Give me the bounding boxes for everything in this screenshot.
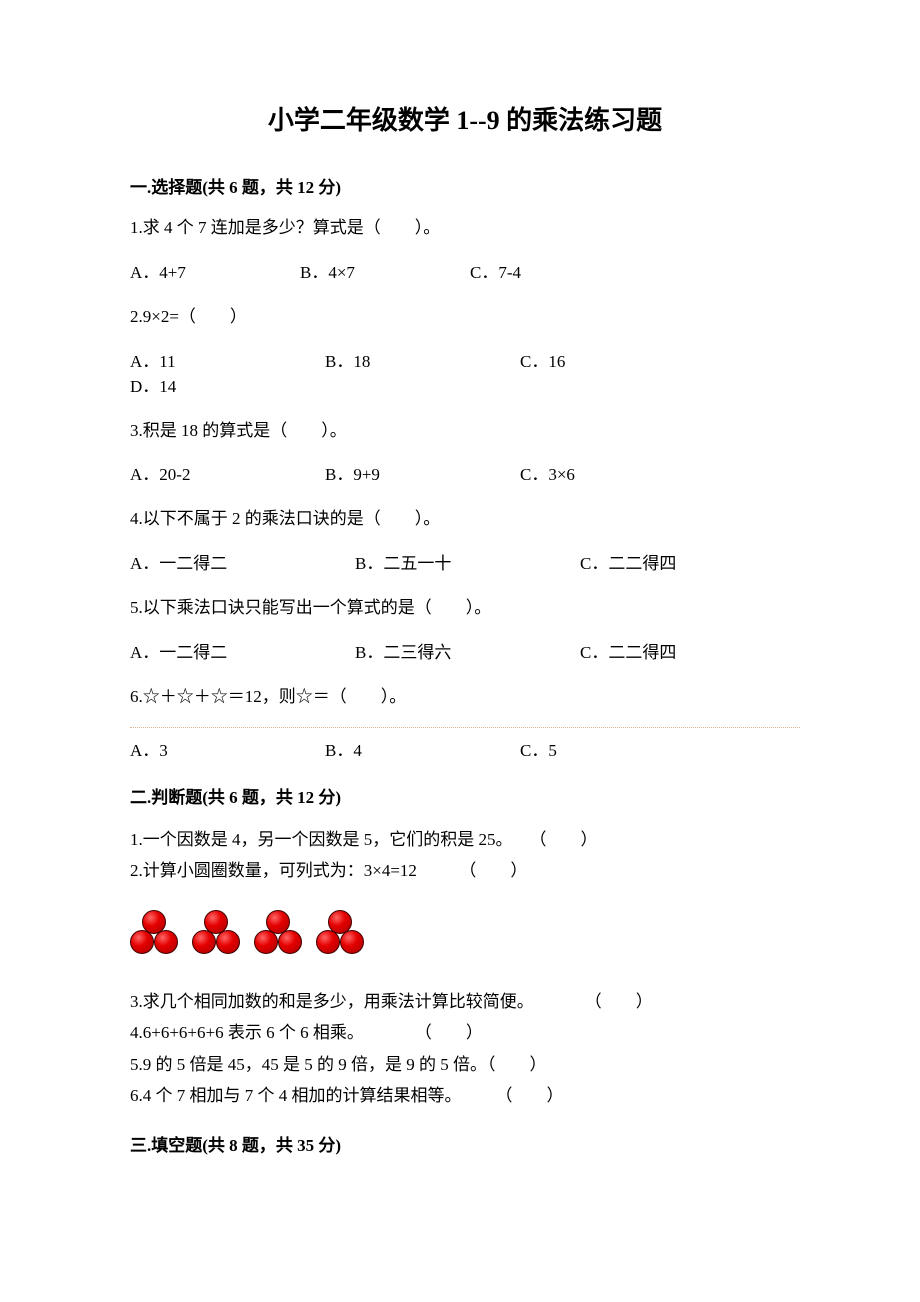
q5-opt-b: B．二三得六 [355, 638, 580, 663]
q1-text: 1.求 4 个 7 连加是多少？算式是（ ）。 [130, 216, 800, 240]
q2-opt-c: C．16 [520, 347, 715, 372]
q6-options: A．3 B．4 C．5 [130, 736, 800, 761]
q3-options: A．20-2 B．9+9 C．3×6 [130, 460, 800, 485]
circle-group [316, 910, 362, 954]
q6-opt-c: C．5 [520, 736, 715, 761]
section-3-header: 三.填空题(共 8 题，共 35 分) [130, 1131, 800, 1156]
tf-4: 4.6+6+6+6+6 表示 6 个 6 相乘。 （ ） [130, 1019, 800, 1046]
ball-icon [254, 930, 278, 954]
q4-opt-a: A．一二得二 [130, 549, 355, 574]
q5-text: 5.以下乘法口诀只能写出一个算式的是（ ）。 [130, 596, 800, 620]
ball-icon [340, 930, 364, 954]
tf-6: 6.4 个 7 相加与 7 个 4 相加的计算结果相等。 （ ） [130, 1082, 800, 1109]
q4-options: A．一二得二 B．二五一十 C．二二得四 [130, 549, 800, 574]
q3-opt-c: C．3×6 [520, 460, 715, 485]
q4-text: 4.以下不属于 2 的乘法口诀的是（ ）。 [130, 507, 800, 531]
q2-opt-d: D．14 [130, 372, 230, 397]
q3-opt-a: A．20-2 [130, 460, 325, 485]
tf-1: 1.一个因数是 4，另一个因数是 5，它们的积是 25。 （ ） [130, 826, 800, 853]
circle-diagram [130, 910, 800, 954]
tf-5: 5.9 的 5 倍是 45，45 是 5 的 9 倍，是 9 的 5 倍。（ ） [130, 1051, 800, 1078]
q6-opt-b: B．4 [325, 736, 520, 761]
tf-3: 3.求几个相同加数的和是多少，用乘法计算比较简便。 （ ） [130, 988, 800, 1015]
q2-opt-a: A．11 [130, 347, 325, 372]
q6-text: 6.☆＋☆＋☆＝12，则☆＝（ ）。 [130, 685, 800, 709]
q5-opt-c: C．二二得四 [580, 638, 780, 663]
q1-opt-b: B．4×7 [300, 258, 470, 283]
q1-options: A．4+7 B．4×7 C．7-4 [130, 258, 800, 283]
q4-opt-b: B．二五一十 [355, 549, 580, 574]
section-2-header: 二.判断题(共 6 题，共 12 分) [130, 783, 800, 808]
worksheet-page: 小学二年级数学 1--9 的乘法练习题 一.选择题(共 6 题，共 12 分) … [0, 0, 920, 1302]
circle-group [130, 910, 176, 954]
circle-group [254, 910, 300, 954]
ball-icon [216, 930, 240, 954]
q3-text: 3.积是 18 的算式是（ ）。 [130, 419, 800, 443]
page-title: 小学二年级数学 1--9 的乘法练习题 [130, 100, 800, 137]
ball-icon [316, 930, 340, 954]
q4-opt-c: C．二二得四 [580, 549, 780, 574]
q6-opt-a: A．3 [130, 736, 325, 761]
ball-icon [192, 930, 216, 954]
tf-2: 2.计算小圆圈数量，可列式为：3×4=12 （ ） [130, 857, 800, 884]
q1-opt-c: C．7-4 [470, 258, 640, 283]
circle-group [192, 910, 238, 954]
ball-icon [154, 930, 178, 954]
ball-icon [130, 930, 154, 954]
ball-icon [278, 930, 302, 954]
q2-options: A．11 B．18 C．16 D．14 [130, 347, 800, 397]
q5-opt-a: A．一二得二 [130, 638, 355, 663]
q3-opt-b: B．9+9 [325, 460, 520, 485]
dotted-separator [130, 727, 800, 728]
q2-text: 2.9×2=（ ） [130, 305, 800, 329]
section-1-header: 一.选择题(共 6 题，共 12 分) [130, 173, 800, 198]
q1-opt-a: A．4+7 [130, 258, 300, 283]
q5-options: A．一二得二 B．二三得六 C．二二得四 [130, 638, 800, 663]
q2-opt-b: B．18 [325, 347, 520, 372]
